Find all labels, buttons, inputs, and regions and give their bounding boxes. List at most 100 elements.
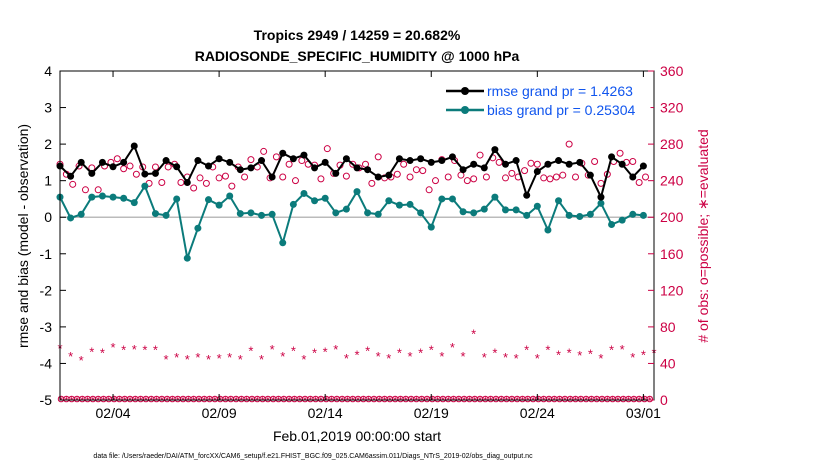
possible-count-marker [419,167,427,175]
evaluated-count-zero-marker: * [319,395,324,407]
evaluated-count-marker: * [79,353,84,368]
evaluated-count-zero-marker: * [149,395,154,407]
rmse-point [618,160,626,168]
rmse-point [258,157,266,165]
evaluated-count-marker: * [577,348,582,363]
evaluated-count-zero-marker: * [435,395,440,407]
bias-point [130,199,138,207]
evaluated-count-zero-marker: * [531,395,536,407]
y2-tick-label: 320 [660,100,684,116]
evaluated-count-zero-marker: * [478,395,483,407]
evaluated-count-zero-marker: * [568,395,573,407]
bias-point [67,214,75,222]
evaluated-count-marker: * [227,350,232,365]
rmse-point [77,158,85,166]
possible-count-marker [279,173,287,181]
evaluated-count-zero-marker: * [271,395,276,407]
rmse-point [459,166,467,174]
x-tick-label: 02/04 [96,405,131,421]
evaluated-count-marker: * [450,340,455,355]
evaluated-count-marker: * [344,351,349,366]
rmse-point [247,164,255,172]
evaluated-count-zero-marker: * [59,395,64,407]
possible-count-marker [565,140,573,148]
chart-title: Tropics 2949 / 14259 = 20.682% [254,27,461,43]
possible-count-zero-marker [646,395,654,403]
bias-point [311,197,319,205]
bias-point [555,197,563,205]
evaluated-count-zero-marker: * [123,395,128,407]
evaluated-count-zero-marker: * [276,395,281,407]
legend-bias-marker [461,106,469,114]
bias-point [448,195,456,203]
rmse-point [98,158,106,166]
rmse-point [141,170,149,178]
y-tick-label: -5 [40,392,53,408]
possible-count-marker [164,163,172,171]
evaluated-count-zero-marker: * [388,395,393,407]
evaluated-count-zero-marker: * [382,395,387,407]
bias-point [151,210,159,218]
evaluated-count-zero-marker: * [351,395,356,407]
y2-tick-label: 80 [660,319,676,335]
evaluated-count-zero-marker: * [266,395,271,407]
evaluated-count-zero-marker: * [621,395,626,407]
evaluated-count-zero-marker: * [536,395,541,407]
evaluated-count-zero-marker: * [245,395,250,407]
evaluated-count-zero-marker: * [361,395,366,407]
possible-count-marker [317,175,325,183]
possible-count-marker [495,158,503,166]
evaluated-count-marker: * [185,352,190,367]
rmse-point [533,168,541,176]
rmse-point [289,155,297,163]
x-tick-label: 02/14 [308,405,343,421]
possible-count-marker [482,173,490,181]
rmse-point [385,171,393,179]
evaluated-count-marker: * [418,345,423,360]
possible-count-marker [521,167,529,175]
evaluated-count-zero-marker: * [234,395,239,407]
y-tick-label: 0 [44,209,52,225]
rmse-point [502,160,509,168]
possible-count-marker [247,156,255,164]
evaluated-count-zero-marker: * [202,395,207,407]
evaluated-count-zero-marker: * [573,395,578,407]
evaluated-count-zero-marker: * [229,395,234,407]
evaluated-count-zero-marker: * [75,395,80,407]
possible-count-marker [533,160,541,168]
possible-count-marker [406,173,414,181]
rmse-point [448,153,456,161]
evaluated-count-marker: * [503,350,508,365]
bias-point [279,239,287,247]
rmse-point [109,163,117,171]
evaluated-count-zero-marker: * [239,395,244,407]
evaluated-count-marker: * [556,347,561,362]
bias-point [523,211,531,219]
rmse-point [639,162,647,170]
evaluated-count-zero-marker: * [207,395,212,407]
legend-rmse-marker [461,87,469,95]
legend-rmse-label: rmse grand pr = 1.4263 [487,83,633,99]
bias-point [353,188,361,196]
rmse-point [332,169,340,177]
possible-count-marker [94,186,102,194]
possible-count-marker [342,172,350,180]
possible-count-marker [444,173,452,181]
evaluated-count-zero-marker: * [255,395,260,407]
evaluated-count-marker: * [408,349,413,364]
possible-count-marker [629,157,637,165]
evaluated-count-marker: * [482,350,487,365]
rmse-point [395,155,403,163]
evaluated-count-zero-marker: * [192,395,197,407]
evaluated-count-marker: * [195,350,200,365]
x-axis: 02/04 02/09 02/14 02/19 02/24 03/01 [96,71,661,421]
y-axis-label: rmse and bias (model - observation) [15,124,31,348]
evaluated-count-zero-marker: * [441,395,446,407]
bias-point [438,195,446,203]
evaluated-count-zero-marker: * [292,395,297,407]
evaluated-count-marker: * [270,342,275,357]
evaluated-count-zero-marker: * [303,395,308,407]
possible-count-marker [463,177,471,185]
rmse-point [183,178,191,186]
evaluated-count-marker: * [567,345,572,360]
